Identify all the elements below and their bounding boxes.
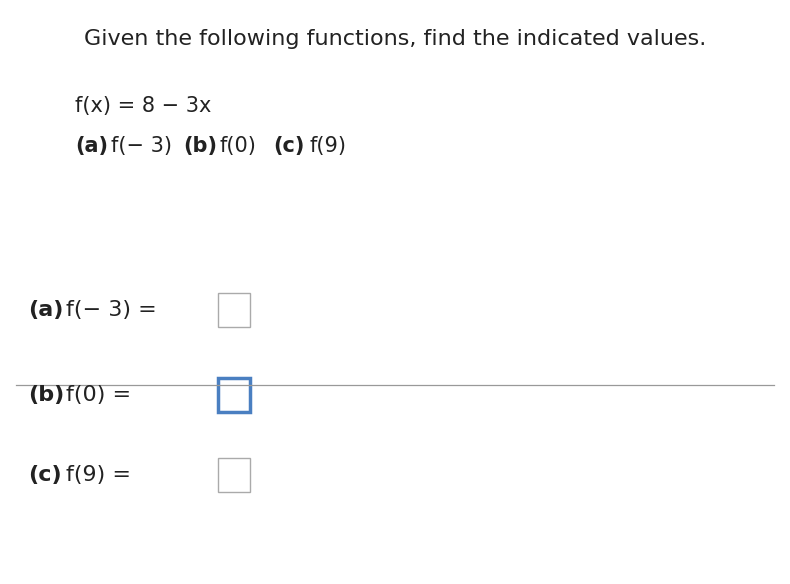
- Text: (c): (c): [28, 465, 62, 485]
- Text: f(− 3): f(− 3): [111, 136, 172, 156]
- Text: (b): (b): [183, 136, 217, 156]
- Text: f(x) = 8 − 3x: f(x) = 8 − 3x: [75, 96, 212, 116]
- Text: (a): (a): [75, 136, 108, 156]
- FancyBboxPatch shape: [218, 458, 250, 492]
- Text: f(9): f(9): [309, 136, 346, 156]
- Text: Given the following functions, find the indicated values.: Given the following functions, find the …: [84, 29, 706, 49]
- Text: (a): (a): [28, 300, 63, 320]
- FancyBboxPatch shape: [218, 293, 250, 327]
- Text: f(9) =: f(9) =: [66, 465, 131, 485]
- Text: (c): (c): [273, 136, 304, 156]
- Text: f(0) =: f(0) =: [66, 385, 131, 405]
- FancyBboxPatch shape: [218, 378, 250, 412]
- Text: f(0): f(0): [219, 136, 256, 156]
- Text: (b): (b): [28, 385, 64, 405]
- Text: f(− 3) =: f(− 3) =: [66, 300, 156, 320]
